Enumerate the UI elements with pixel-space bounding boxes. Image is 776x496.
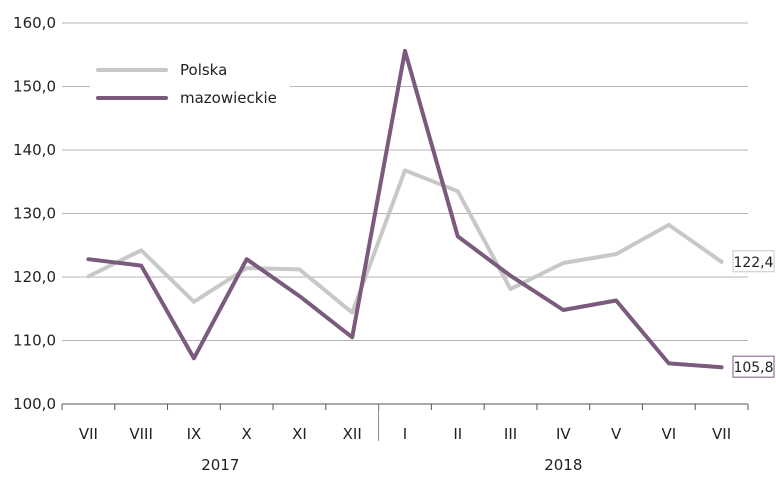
x-tick-label: VIII (129, 425, 153, 443)
legend-box (90, 52, 290, 116)
end-label-box (732, 355, 775, 378)
legend: Polska mazowieckie (90, 52, 290, 116)
x-tick-label: IV (556, 425, 571, 443)
legend-label: mazowieckie (180, 89, 277, 107)
end-labels: 122,4 105,8 (732, 250, 775, 378)
x-tick-label: I (403, 425, 407, 443)
x-tick-label: VI (662, 425, 677, 443)
series-line-polska (86, 168, 724, 315)
end-label-box (732, 250, 775, 273)
y-tick-label: 160,0 (13, 14, 56, 32)
x-tick-label: XII (343, 425, 362, 443)
series-line-mazowieckie (86, 48, 724, 370)
x-tick-label: IX (187, 425, 202, 443)
end-value-label: 122,4 (733, 255, 773, 271)
x-tick-label: VII (79, 425, 98, 443)
y-tick-label: 140,0 (13, 141, 56, 159)
y-tick-label: 100,0 (13, 395, 56, 413)
x-group-label: 2017 (201, 456, 239, 474)
x-tick-label: VII (712, 425, 731, 443)
y-tick-label: 110,0 (13, 332, 56, 350)
x-tick-label: X (242, 425, 252, 443)
y-tick-label: 150,0 (13, 78, 56, 96)
x-tick-label: V (611, 425, 622, 443)
y-tick-label: 130,0 (13, 205, 56, 223)
x-tick-label: II (453, 425, 462, 443)
legend-label: Polska (180, 61, 227, 79)
end-value-label: 105,8 (733, 360, 773, 376)
series-lines (86, 48, 724, 370)
y-tick-label: 120,0 (13, 268, 56, 286)
x-tick-label: III (504, 425, 517, 443)
x-tick-label: XI (292, 425, 307, 443)
x-group-label: 2018 (544, 456, 582, 474)
